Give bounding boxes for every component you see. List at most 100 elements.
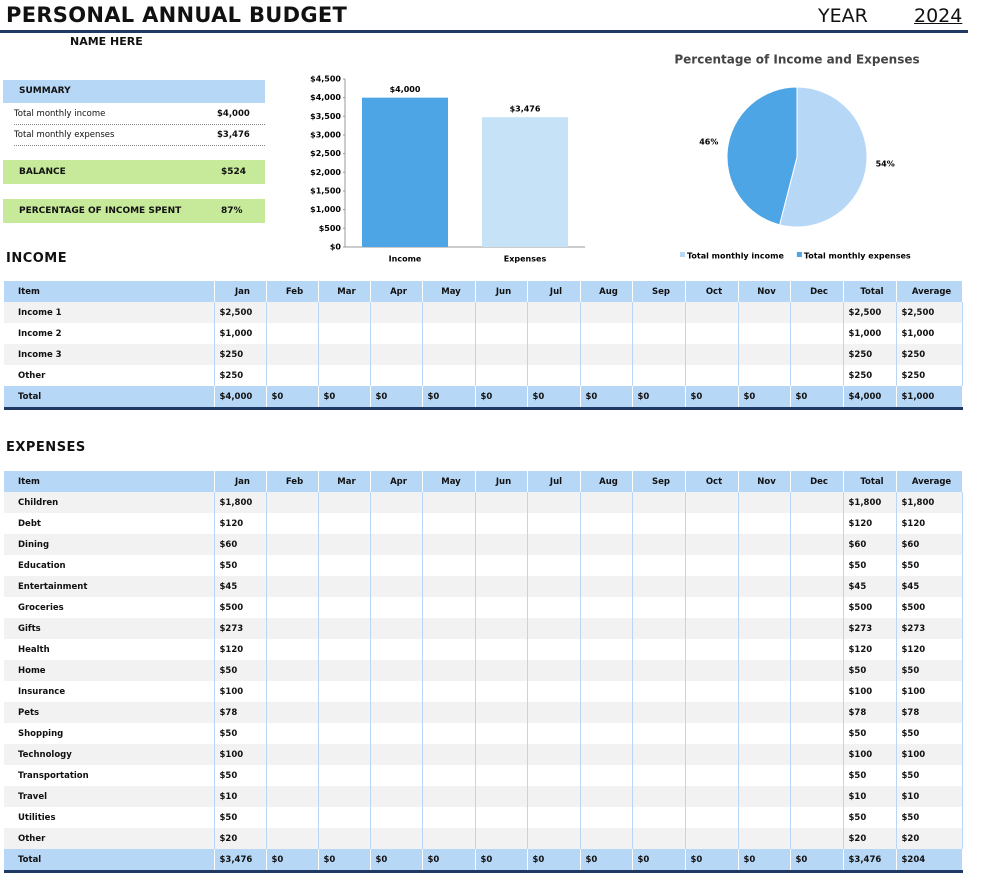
value: $4,000 (217, 109, 250, 119)
cell (318, 639, 371, 660)
cell (580, 555, 633, 576)
cell: $2,500 (214, 302, 267, 323)
cell (266, 302, 319, 323)
cell (370, 365, 423, 386)
cell (370, 723, 423, 744)
cell (790, 555, 844, 576)
pie-slice (778, 86, 868, 228)
cell: $120 (843, 639, 897, 660)
cell (422, 639, 476, 660)
cell: Health (4, 639, 215, 660)
cell (422, 618, 476, 639)
cell: $0 (685, 386, 739, 410)
cell: Income 3 (4, 344, 215, 365)
cell (632, 492, 686, 513)
cell: $1,800 (843, 492, 897, 513)
cell (370, 702, 423, 723)
year-label: YEAR (818, 5, 868, 27)
cell (738, 365, 791, 386)
cell: Jul (527, 471, 581, 492)
cell: $50 (843, 807, 897, 828)
cell: $1,000 (214, 323, 267, 344)
cell (370, 828, 423, 849)
cell (790, 765, 844, 786)
cell: $273 (214, 618, 267, 639)
cell (580, 323, 633, 344)
cell: $1,000 (843, 323, 897, 344)
label: Total monthly expenses (14, 130, 115, 140)
cell (422, 365, 476, 386)
cell (370, 597, 423, 618)
cell (738, 576, 791, 597)
row: Gifts $273 $273 $273 (4, 618, 963, 639)
cell: $60 (214, 534, 267, 555)
cell: Groceries (4, 597, 215, 618)
cell: $0 (318, 849, 371, 873)
cell (475, 681, 528, 702)
x-tick-label: Income (389, 255, 422, 264)
cell (475, 576, 528, 597)
cell (790, 744, 844, 765)
cell: $60 (896, 534, 963, 555)
cell: $0 (475, 849, 528, 873)
y-tick-label: $2,500 (310, 149, 341, 158)
cell (738, 302, 791, 323)
cell: $273 (843, 618, 897, 639)
y-tick-label: $3,500 (310, 112, 341, 121)
cell: Mar (318, 281, 371, 302)
cell: Technology (4, 744, 215, 765)
cell (370, 513, 423, 534)
cell (632, 702, 686, 723)
y-tick-label: $0 (330, 243, 342, 252)
cell (580, 302, 633, 323)
cell: $10 (214, 786, 267, 807)
cell (422, 597, 476, 618)
row: Total $4,000 $0 $0 $0 $0 $0 $0 $0 $0 $0 $0 $0 $4,000 $… (4, 386, 963, 410)
cell (475, 702, 528, 723)
cell: $45 (843, 576, 897, 597)
cell: $50 (843, 555, 897, 576)
cell: Feb (266, 281, 319, 302)
cell (266, 765, 319, 786)
value: $524 (221, 167, 247, 177)
cell (580, 492, 633, 513)
label: Total monthly income (14, 109, 106, 119)
cell: $45 (896, 576, 963, 597)
cell (580, 576, 633, 597)
cell: $20 (843, 828, 897, 849)
cell (790, 492, 844, 513)
cell (790, 639, 844, 660)
cell (790, 302, 844, 323)
cell (738, 723, 791, 744)
cell (632, 513, 686, 534)
cell: $1,800 (896, 492, 963, 513)
cell (632, 660, 686, 681)
cell (370, 576, 423, 597)
cell: $100 (843, 744, 897, 765)
cell: $20 (214, 828, 267, 849)
cell: Dec (790, 281, 844, 302)
bar (362, 97, 448, 248)
cell (738, 555, 791, 576)
cell (632, 302, 686, 323)
cell (738, 702, 791, 723)
cell (685, 576, 739, 597)
cell (318, 323, 371, 344)
cell (580, 534, 633, 555)
cell (527, 639, 581, 660)
cell: Dining (4, 534, 215, 555)
cell: $3,476 (214, 849, 267, 873)
cell (266, 576, 319, 597)
cell (790, 576, 844, 597)
cell (527, 828, 581, 849)
cell (318, 744, 371, 765)
cell (318, 576, 371, 597)
cell (580, 807, 633, 828)
cell (580, 723, 633, 744)
cell: $120 (843, 513, 897, 534)
cell (318, 513, 371, 534)
cell: Entertainment (4, 576, 215, 597)
summary-title: SUMMARY (19, 86, 71, 96)
cell: $4,000 (843, 386, 897, 410)
balance: BALANCE $524 (3, 160, 265, 184)
